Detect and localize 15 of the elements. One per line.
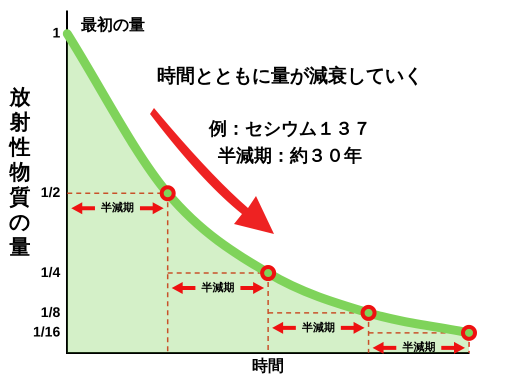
y-tick-label: 1/16 xyxy=(33,324,60,340)
y-tick-label: 1/8 xyxy=(40,304,60,320)
y-tick-label: 1/2 xyxy=(40,184,60,200)
annotation: 半減期 xyxy=(100,201,134,214)
annotation: 最初の量 xyxy=(80,14,146,34)
annotation: 時間とともに量が減衰していく xyxy=(157,64,423,87)
y-axis-title: 放射性物質の量 xyxy=(8,85,32,260)
annotation: 例：セシウム１３７ xyxy=(208,118,371,140)
annotation: 半減期 xyxy=(200,280,234,294)
annotation: 半減期：約３０年 xyxy=(217,146,362,167)
annotation: 半減期 xyxy=(401,340,436,354)
annotation: 半減期 xyxy=(300,320,335,334)
x-axis-title: 時間 xyxy=(252,356,284,375)
y-tick-label: 1/4 xyxy=(40,264,60,280)
y-tick-label: 1 xyxy=(52,24,60,41)
